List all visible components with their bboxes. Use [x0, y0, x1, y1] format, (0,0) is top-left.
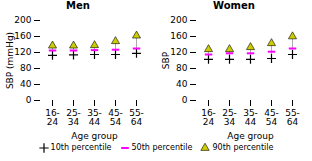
- svg-text:160: 160: [14, 31, 31, 41]
- svg-text:160: 160: [170, 31, 187, 41]
- html-text:50th percentile: 50th percentile: [131, 143, 193, 152]
- svg-text:80: 80: [20, 63, 32, 73]
- svg-text:40: 40: [176, 79, 188, 89]
- html-text:Women: Women: [213, 0, 255, 11]
- svg-text:200: 200: [14, 15, 31, 25]
- svg-text:16-24: 16-24: [201, 108, 216, 127]
- svg-text:35-44: 35-44: [87, 108, 102, 127]
- svg-text:Age group: Age group: [71, 131, 118, 141]
- svg-text:Age group: Age group: [227, 131, 274, 141]
- svg-text:45-54: 45-54: [264, 108, 279, 127]
- svg-text:200: 200: [170, 15, 187, 25]
- svg-text:0: 0: [182, 95, 188, 105]
- svg-text:80: 80: [176, 63, 188, 73]
- svg-text:120: 120: [170, 47, 187, 57]
- svg-text:25-34: 25-34: [66, 108, 81, 127]
- svg-text:SBP (mmHg): SBP (mmHg): [5, 32, 15, 89]
- svg-text:55-64: 55-64: [129, 108, 144, 127]
- svg-text:SBP: SBP: [161, 51, 171, 69]
- svg-text:16-24: 16-24: [45, 108, 60, 127]
- html-text:Men: Men: [66, 0, 90, 11]
- svg-text:45-54: 45-54: [108, 108, 123, 127]
- html-text:10th percentile: 10th percentile: [50, 143, 112, 152]
- svg-text:35-44: 35-44: [243, 108, 258, 127]
- svg-text:25-34: 25-34: [222, 108, 237, 127]
- html-text:90th percentile: 90th percentile: [212, 143, 274, 152]
- svg-text:55-64: 55-64: [285, 108, 300, 127]
- svg-text:40: 40: [20, 79, 32, 89]
- svg-text:120: 120: [14, 47, 31, 57]
- svg-text:0: 0: [26, 95, 32, 105]
